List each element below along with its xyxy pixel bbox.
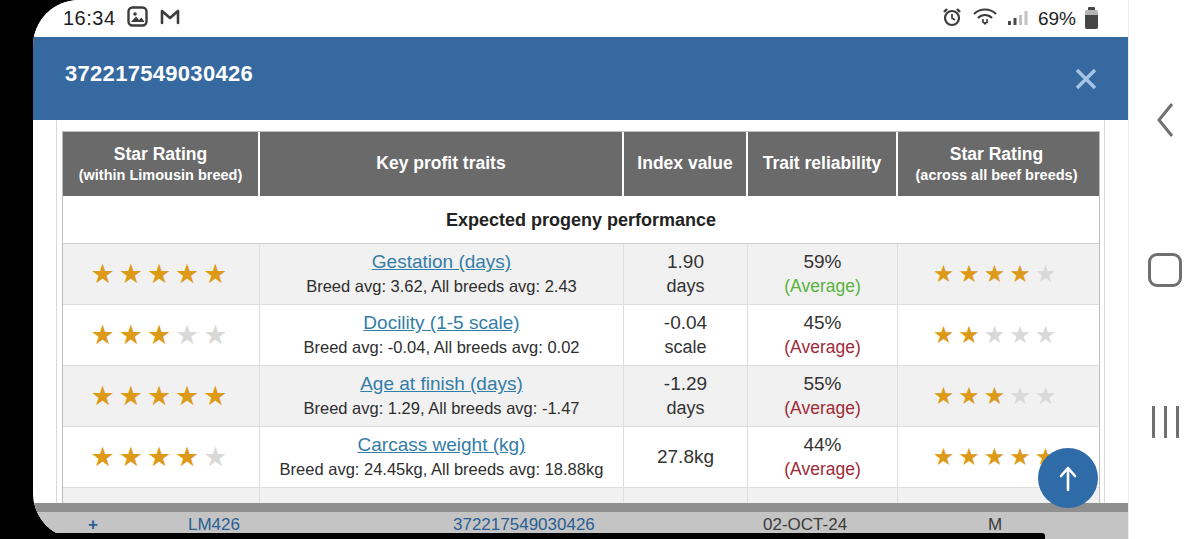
- star-rating-within: ★★★★★: [90, 444, 231, 471]
- col-key-profit-traits: Key profit traits: [260, 132, 624, 196]
- trait-averages: Breed avg: -0.04, All breeds avg: 0.02: [303, 337, 579, 358]
- modal-right-edge: [1104, 120, 1105, 512]
- alarm-icon: [941, 6, 963, 32]
- reliability-percent: 59%: [803, 250, 841, 275]
- trait-link[interactable]: Gestation (days): [372, 250, 511, 275]
- wifi-icon: [972, 6, 998, 32]
- index-value: 27.8kg: [657, 445, 714, 470]
- nav-back-button[interactable]: [1129, 90, 1200, 150]
- stars-within-cell: ★★★★★: [63, 305, 260, 365]
- reliability-label: (Average): [784, 275, 861, 298]
- index-unit: days: [666, 397, 704, 420]
- index-value-cell: -1.29 days: [624, 366, 748, 426]
- phone-screen: 16:34 69%: [0, 0, 1200, 539]
- star-rating-across: ★★★★★: [933, 384, 1061, 408]
- index-unit: scale: [664, 336, 706, 359]
- android-nav-bar: [1128, 0, 1200, 539]
- modal-backdrop: [33, 503, 1128, 512]
- stars-across-cell: ★★★★★: [898, 244, 1095, 304]
- scroll-to-top-button[interactable]: [1038, 448, 1098, 508]
- chevron-left-icon: [1154, 100, 1176, 140]
- index-value-cell: -0.04 scale: [624, 305, 748, 365]
- animal-sex: M: [988, 515, 1002, 535]
- nav-home-button[interactable]: [1129, 240, 1200, 300]
- status-bar-right: 69%: [941, 0, 1098, 37]
- reliability-cell: 59% (Average): [748, 244, 898, 304]
- star-rating-within: ★★★★★: [90, 383, 231, 410]
- section-title: Expected progeny performance: [446, 210, 716, 231]
- reliability-label: (Average): [784, 397, 861, 420]
- photo-notification-icon: [127, 6, 148, 31]
- index-value: -1.29: [664, 372, 707, 397]
- reliability-cell: 45% (Average): [748, 305, 898, 365]
- battery-percent: 69%: [1038, 8, 1076, 30]
- reliability-label: (Average): [784, 336, 861, 359]
- star-rating-within: ★★★★★: [90, 322, 231, 349]
- table-row: ★★★★★ Carcass weight (kg) Breed avg: 24.…: [63, 427, 1099, 488]
- modal-left-edge: [56, 120, 57, 512]
- section-header-row: Expected progeny performance: [63, 196, 1099, 244]
- add-animal-button[interactable]: +: [88, 515, 98, 535]
- table-header: Star Rating (within Limousin breed) Key …: [63, 132, 1099, 196]
- stars-within-cell: ★★★★★: [63, 366, 260, 426]
- trait-cell: Age at finish (days) Breed avg: 1.29, Al…: [260, 366, 624, 426]
- battery-icon: [1085, 7, 1098, 31]
- star-rating-within: ★★★★★: [90, 261, 231, 288]
- arrow-up-icon: [1055, 463, 1081, 493]
- signal-strength-icon: [1007, 7, 1029, 31]
- trait-averages: Breed avg: 24.45kg, All breeds avg: 18.8…: [280, 459, 604, 480]
- trait-link[interactable]: Docility (1-5 scale): [363, 311, 519, 336]
- col-star-rating-across: Star Rating (across all beef breeds): [898, 132, 1095, 196]
- reliability-percent: 44%: [803, 433, 841, 458]
- animal-tag-link[interactable]: LM426: [188, 515, 240, 535]
- recents-icon: [1152, 406, 1179, 438]
- trait-cell: Docility (1-5 scale) Breed avg: -0.04, A…: [260, 305, 624, 365]
- trait-averages: Breed avg: 3.62, All breeds avg: 2.43: [306, 276, 577, 297]
- index-value: 1.90: [667, 250, 704, 275]
- close-icon[interactable]: [1066, 59, 1106, 99]
- index-unit: days: [666, 275, 704, 298]
- index-value-cell: 1.90 days: [624, 244, 748, 304]
- trait-cell: Gestation (days) Breed avg: 3.62, All br…: [260, 244, 624, 304]
- index-value: -0.04: [664, 311, 707, 336]
- clock-time: 16:34: [63, 7, 116, 30]
- table-body: ★★★★★ Gestation (days) Breed avg: 3.62, …: [63, 244, 1099, 539]
- animal-id-link[interactable]: 372217549030426: [453, 515, 595, 535]
- reliability-cell: 44% (Average): [748, 427, 898, 487]
- animal-dob: 02-OCT-24: [763, 515, 847, 535]
- stars-across-cell: ★★★★★: [898, 366, 1095, 426]
- col-trait-reliability: Trait reliability: [748, 132, 898, 196]
- table-row: ★★★★★ Age at finish (days) Breed avg: 1.…: [63, 366, 1099, 427]
- reliability-label: (Average): [784, 458, 861, 481]
- trait-averages: Breed avg: 1.29, All breeds avg: -1.47: [303, 398, 579, 419]
- dialog-header: 372217549030426: [33, 37, 1128, 120]
- index-value-cell: 27.8kg: [624, 427, 748, 487]
- reliability-percent: 45%: [803, 311, 841, 336]
- reliability-percent: 55%: [803, 372, 841, 397]
- stars-within-cell: ★★★★★: [63, 427, 260, 487]
- stars-within-cell: ★★★★★: [63, 244, 260, 304]
- trait-link[interactable]: Carcass weight (kg): [358, 433, 526, 458]
- dialog-title: 372217549030426: [65, 61, 253, 87]
- table-row: ★★★★★ Docility (1-5 scale) Breed avg: -0…: [63, 305, 1099, 366]
- stars-across-cell: ★★★★★: [898, 305, 1095, 365]
- col-index-value: Index value: [624, 132, 748, 196]
- reliability-cell: 55% (Average): [748, 366, 898, 426]
- trait-link[interactable]: Age at finish (days): [360, 372, 523, 397]
- home-icon: [1148, 253, 1182, 287]
- dialog-content: Star Rating (within Limousin breed) Key …: [33, 120, 1128, 539]
- screen-bottom-bezel: [0, 533, 1045, 539]
- col-star-rating-within: Star Rating (within Limousin breed): [63, 132, 260, 196]
- star-rating-across: ★★★★★: [933, 262, 1061, 286]
- star-rating-table: Star Rating (within Limousin breed) Key …: [62, 131, 1100, 539]
- status-bar-left: 16:34: [63, 0, 181, 37]
- gmail-notification-icon: [159, 6, 181, 31]
- table-row: ★★★★★ Gestation (days) Breed avg: 3.62, …: [63, 244, 1099, 305]
- trait-cell: Carcass weight (kg) Breed avg: 24.45kg, …: [260, 427, 624, 487]
- status-bar: 16:34 69%: [33, 0, 1128, 37]
- star-rating-across: ★★★★★: [933, 323, 1061, 347]
- browser-app: 16:34 69%: [33, 0, 1128, 539]
- nav-recents-button[interactable]: [1129, 392, 1200, 452]
